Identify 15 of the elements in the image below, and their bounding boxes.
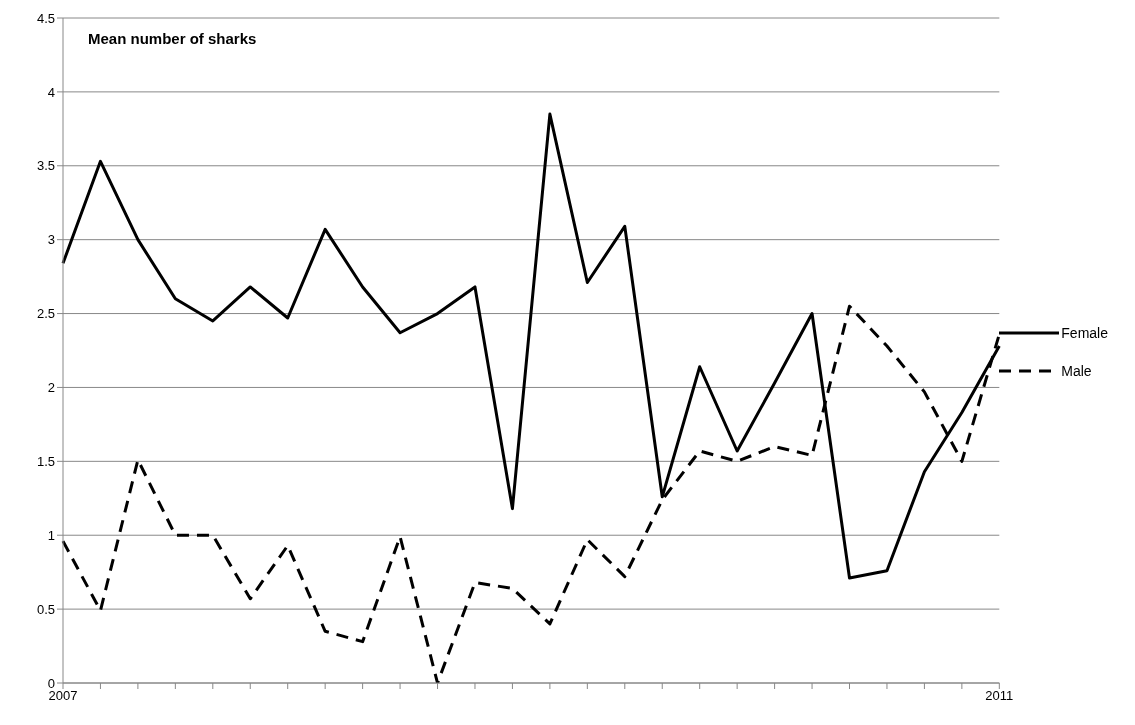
y-tick-label: 3.5 bbox=[36, 158, 55, 174]
y-tick-label: 4.5 bbox=[36, 10, 55, 26]
y-tick-label: 2 bbox=[47, 380, 55, 396]
y-axis-title: Mean number of sharks bbox=[88, 30, 257, 47]
y-tick-label: 2.5 bbox=[36, 306, 55, 322]
legend-label: Female bbox=[1061, 325, 1108, 341]
y-tick-label: 1 bbox=[47, 527, 55, 543]
y-tick-label: 0.5 bbox=[36, 601, 55, 617]
legend-label: Male bbox=[1061, 363, 1092, 379]
x-tick-label: 2007 bbox=[48, 688, 78, 704]
y-tick-label: 0 bbox=[47, 675, 55, 691]
y-tick-label: 4 bbox=[47, 84, 55, 100]
x-tick-label: 2011 bbox=[985, 688, 1014, 704]
y-tick-label: 3 bbox=[47, 232, 55, 248]
y-tick-label: 1.5 bbox=[36, 453, 55, 469]
